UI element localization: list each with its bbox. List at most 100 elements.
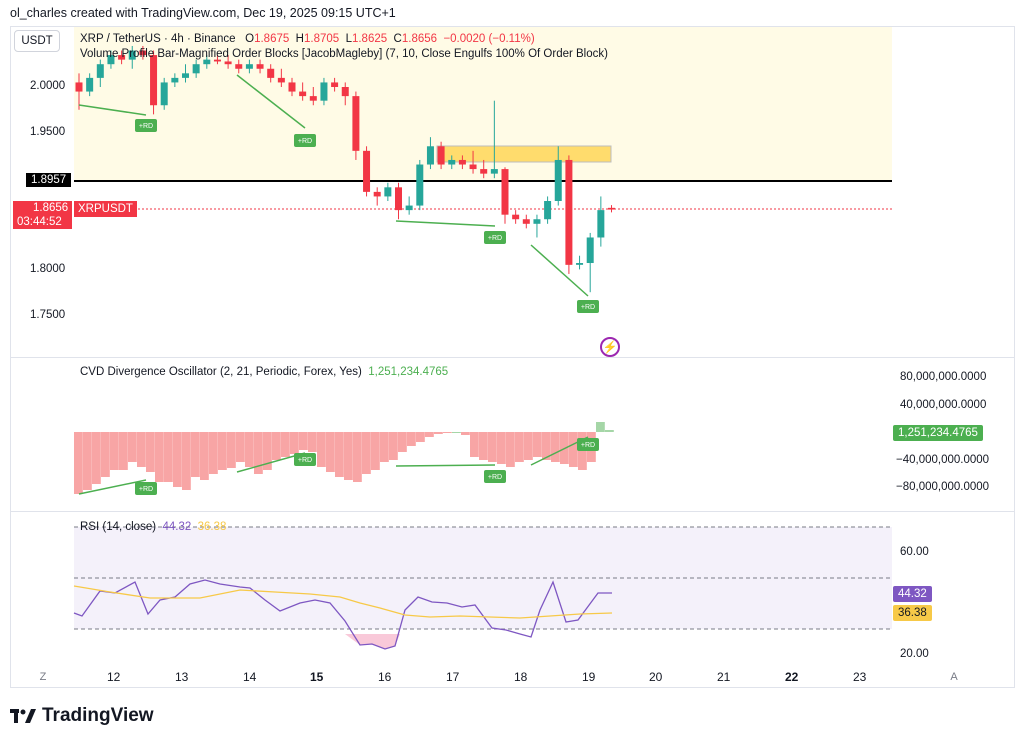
ohlc-open: 1.8675 — [254, 33, 290, 45]
symbol-title: XRP / TetherUS · 4h · Binance — [80, 33, 236, 45]
cvd-bar — [119, 432, 128, 470]
candle-body — [363, 150, 371, 192]
cvd-bar — [101, 432, 110, 477]
lightning-icon[interactable]: ⚡ — [600, 337, 620, 357]
cvd-bar — [191, 432, 200, 477]
cvd-bar — [128, 432, 137, 462]
candle-body — [160, 82, 168, 106]
cvd-bar — [317, 432, 326, 467]
cvd-bar — [281, 432, 290, 457]
time-label: 20 — [649, 670, 663, 684]
cvd-bar — [155, 432, 164, 482]
currency-unit-button[interactable]: USDT — [14, 30, 60, 52]
cvd-bar — [182, 432, 191, 490]
rsi-ma-line — [73, 585, 613, 619]
brand-name: TradingView — [42, 705, 154, 726]
candle-body — [331, 82, 339, 87]
cvd-bar — [236, 432, 245, 462]
cvd-divergence-line — [78, 479, 147, 495]
cvd-bar — [380, 432, 389, 462]
cvd-bar — [470, 432, 479, 457]
candle-body — [203, 59, 211, 65]
rd-label: +RD — [298, 138, 312, 145]
cvd-bar — [326, 432, 335, 472]
time-label: 15 — [310, 670, 324, 684]
tradingview-logo[interactable]: TradingView — [10, 705, 154, 727]
candle-body — [458, 159, 466, 165]
rd-label-box — [577, 300, 599, 313]
cvd-tick: −80,000,000.0000 — [896, 481, 990, 493]
pane-separator[interactable] — [10, 357, 1015, 358]
order-block-border — [436, 145, 612, 163]
auto-scale-button[interactable]: A — [950, 671, 958, 683]
price-tick: 1.7500 — [30, 309, 66, 321]
candle-body — [192, 64, 200, 74]
ohlc-h-label: H — [295, 33, 304, 45]
candle-body — [373, 191, 381, 197]
rd-label: +RD — [581, 442, 595, 449]
candle-body — [267, 68, 275, 78]
candle-body — [118, 55, 126, 60]
candle-body — [224, 61, 232, 65]
price-tick: 1.8000 — [30, 263, 66, 275]
rd-label: +RD — [581, 304, 595, 311]
bar-countdown: 03:44:52 — [13, 215, 73, 229]
candle-body — [597, 210, 605, 238]
cvd-bar — [272, 432, 281, 460]
divergence-line — [78, 104, 147, 116]
cvd-bar — [335, 432, 344, 477]
cvd-bar — [542, 432, 551, 460]
candle-body — [213, 59, 221, 62]
cvd-bar — [299, 432, 308, 450]
candle-body — [512, 214, 520, 220]
time-label: 21 — [717, 670, 731, 684]
pane-separator[interactable] — [10, 511, 1015, 512]
rd-label-box — [577, 438, 599, 451]
ohlc-o-label: O — [245, 33, 255, 45]
cvd-bar — [263, 432, 272, 470]
time-label: 12 — [107, 670, 121, 684]
cvd-value-badge: 1,251,234.4765 — [893, 425, 983, 441]
candle-body — [309, 96, 317, 101]
candle-body — [352, 96, 360, 151]
candle-body — [107, 55, 115, 65]
time-label: 13 — [175, 670, 189, 684]
cvd-bar — [389, 432, 398, 460]
rsi-legend[interactable]: RSI (14, close) 44.32 36.38 — [80, 521, 226, 533]
zoom-toggle-button[interactable]: Z — [39, 671, 47, 683]
candle-body — [277, 77, 285, 83]
cvd-bar — [497, 432, 506, 464]
symbol-legend: XRP / TetherUS · 4h · Binance O1.8675 H1… — [80, 33, 535, 45]
rsi-tick: 60.00 — [900, 546, 929, 558]
cvd-divergence-line — [395, 464, 496, 467]
cvd-bar — [137, 432, 146, 467]
cvd-bar — [110, 432, 119, 470]
ohlc-high: 1.8705 — [303, 33, 340, 45]
cvd-bar — [515, 432, 524, 462]
price-tick: 1.9500 — [30, 126, 66, 138]
candle-body — [426, 146, 434, 165]
cvd-bar — [596, 422, 605, 432]
candle-body — [533, 219, 541, 224]
candle-body — [554, 159, 562, 201]
cvd-legend[interactable]: CVD Divergence Oscillator (2, 21, Period… — [80, 366, 448, 378]
rd-label: +RD — [139, 486, 153, 493]
cvd-bar — [398, 432, 407, 452]
horizontal-line-price-tag[interactable]: 1.8957 — [26, 173, 72, 187]
rd-label: +RD — [488, 235, 502, 242]
candle-body — [288, 82, 296, 92]
candle-body — [395, 187, 402, 211]
rd-label-box — [294, 134, 316, 147]
rsi-line — [73, 579, 612, 650]
candle-body — [299, 91, 307, 97]
candle-body — [586, 237, 594, 264]
candle-body — [182, 73, 189, 78]
cvd-bar — [164, 432, 173, 482]
indicator-legend[interactable]: Volume Profile Bar-Magnified Order Block… — [80, 48, 608, 60]
rsi-oversold-fill — [345, 634, 400, 649]
candle-body — [384, 187, 392, 197]
cvd-bar — [371, 432, 380, 470]
tradingview-logo-icon — [10, 709, 36, 723]
cvd-bar — [308, 432, 317, 452]
